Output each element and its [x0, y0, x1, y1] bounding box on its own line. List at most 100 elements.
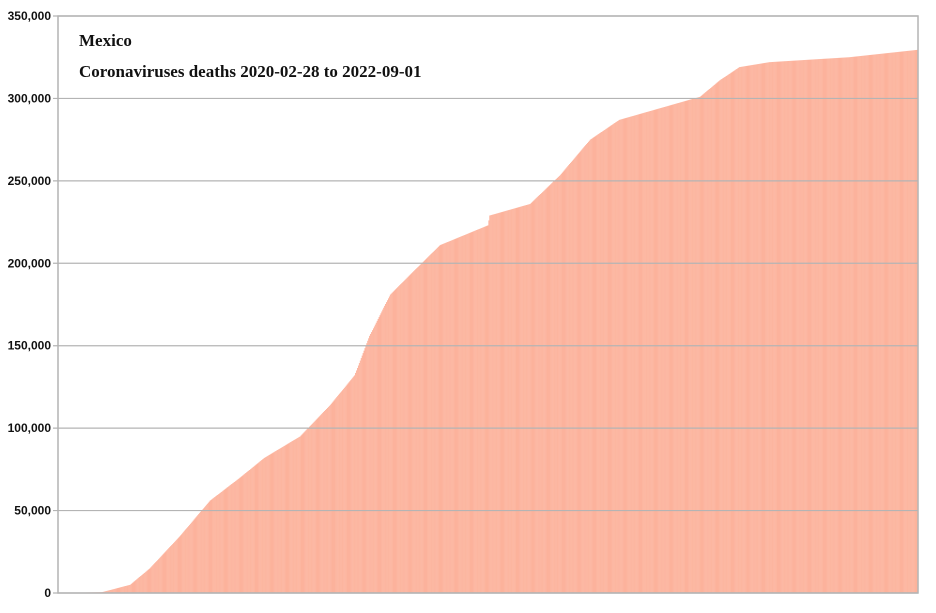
- bar: [773, 61, 775, 593]
- bar: [455, 238, 457, 594]
- bar: [510, 209, 511, 594]
- bar: [218, 494, 219, 593]
- bar: [246, 472, 248, 593]
- bar: [155, 562, 156, 593]
- bar: [869, 54, 871, 593]
- bar: [868, 55, 870, 593]
- bar: [461, 236, 463, 594]
- bar: [776, 61, 778, 594]
- bar: [657, 108, 659, 593]
- bar: [213, 497, 215, 593]
- bar: [269, 454, 271, 593]
- bar: [444, 243, 446, 594]
- bar: [489, 215, 491, 593]
- bar: [808, 59, 810, 593]
- bar: [139, 576, 141, 593]
- bar: [157, 560, 158, 593]
- bar: [202, 509, 203, 593]
- bar: [911, 50, 913, 594]
- bar: [789, 60, 791, 593]
- bar: [349, 381, 351, 593]
- bar: [188, 526, 189, 593]
- bar: [171, 545, 172, 593]
- bar: [688, 100, 690, 594]
- bar: [280, 447, 282, 593]
- bar: [206, 504, 208, 593]
- bar: [114, 588, 116, 593]
- bar: [536, 197, 538, 593]
- bar: [219, 492, 221, 593]
- bar: [565, 168, 567, 593]
- bar: [817, 59, 818, 594]
- bar: [802, 60, 803, 593]
- bar: [343, 387, 345, 593]
- bar: [576, 155, 578, 594]
- bar: [150, 567, 152, 593]
- bar: [846, 57, 847, 593]
- bar: [188, 525, 190, 593]
- bar: [212, 498, 214, 593]
- bar: [618, 120, 619, 593]
- bar: [448, 241, 449, 593]
- bar: [252, 466, 254, 593]
- bar: [384, 305, 386, 593]
- bar: [334, 399, 336, 593]
- bar: [768, 62, 770, 593]
- bar: [679, 102, 681, 593]
- bar: [154, 563, 156, 593]
- bar: [590, 139, 592, 593]
- bar: [762, 63, 764, 593]
- bar: [193, 519, 195, 593]
- bar: [658, 108, 660, 593]
- bar: [301, 434, 303, 593]
- bar: [689, 99, 691, 594]
- bar: [866, 55, 868, 593]
- bar: [799, 60, 801, 593]
- bar: [412, 272, 414, 593]
- bar: [763, 63, 765, 593]
- bar: [274, 451, 276, 593]
- bar: [623, 118, 625, 594]
- bar: [127, 585, 128, 593]
- bar: [557, 177, 558, 594]
- y-tick-label: 300,000: [8, 91, 52, 105]
- bar: [607, 127, 609, 593]
- bar: [666, 106, 668, 593]
- bar: [166, 550, 168, 593]
- bar: [700, 95, 702, 593]
- bar: [888, 52, 890, 594]
- bar: [348, 382, 350, 593]
- bar: [887, 53, 889, 594]
- bar: [711, 86, 713, 593]
- bar: [788, 60, 790, 594]
- bar: [854, 56, 856, 593]
- bar: [499, 212, 501, 593]
- bar: [587, 142, 588, 593]
- bar: [778, 61, 780, 594]
- bar: [424, 259, 426, 593]
- bar: [115, 588, 117, 593]
- bar: [872, 54, 874, 593]
- bar: [863, 55, 864, 593]
- bar: [732, 71, 734, 594]
- bar: [426, 258, 428, 593]
- bar: [668, 105, 670, 593]
- bar: [391, 292, 393, 593]
- bar: [529, 203, 531, 594]
- bar: [613, 123, 615, 594]
- bar: [495, 213, 496, 593]
- bar: [378, 317, 380, 593]
- bar: [282, 446, 284, 593]
- bar: [526, 205, 527, 594]
- bar: [681, 101, 683, 594]
- bar: [281, 447, 283, 593]
- bar: [291, 441, 293, 593]
- bar: [526, 204, 528, 594]
- bar: [311, 424, 312, 593]
- bar: [730, 72, 732, 594]
- bar: [267, 455, 269, 593]
- bar: [705, 92, 707, 593]
- bar: [571, 161, 572, 593]
- bar: [159, 557, 161, 593]
- bar: [345, 385, 347, 593]
